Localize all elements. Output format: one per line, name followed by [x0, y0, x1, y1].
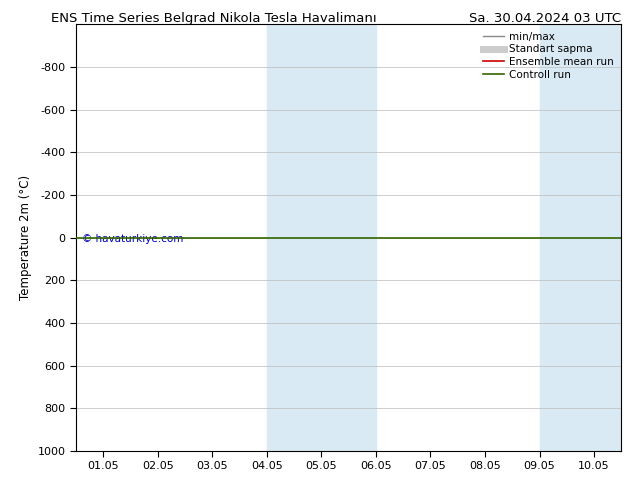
Y-axis label: Temperature 2m (°C): Temperature 2m (°C) — [19, 175, 32, 300]
Text: Sa. 30.04.2024 03 UTC: Sa. 30.04.2024 03 UTC — [469, 12, 621, 25]
Bar — [540, 24, 621, 451]
Text: © havaturkiye.com: © havaturkiye.com — [82, 234, 183, 244]
Text: ENS Time Series Belgrad Nikola Tesla Havalimanı: ENS Time Series Belgrad Nikola Tesla Hav… — [51, 12, 377, 25]
Bar — [267, 24, 376, 451]
Legend: min/max, Standart sapma, Ensemble mean run, Controll run: min/max, Standart sapma, Ensemble mean r… — [481, 30, 616, 82]
